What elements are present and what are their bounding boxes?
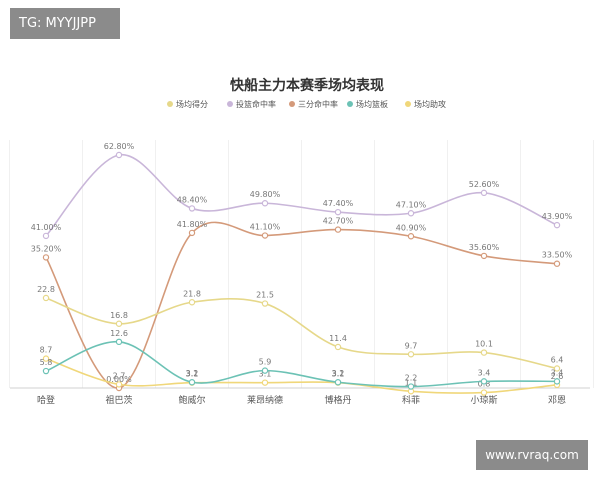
- data-label: 41.10%: [250, 223, 281, 232]
- data-label: 21.5: [256, 291, 274, 300]
- data-point: [42, 367, 50, 375]
- data-point: [480, 389, 488, 396]
- data-label: 2.2: [405, 374, 418, 383]
- data-point: [261, 232, 269, 239]
- data-label: 3.2: [186, 369, 199, 378]
- data-label: 35.60%: [469, 243, 500, 252]
- legend-marker: [227, 101, 233, 107]
- data-point: [188, 379, 196, 386]
- series-line: [45, 297, 558, 370]
- data-label: 43.90%: [542, 212, 573, 221]
- data-label: 35.20%: [31, 244, 62, 253]
- data-point: [334, 379, 342, 386]
- data-point: [334, 343, 342, 351]
- data-label: 41.80%: [177, 220, 208, 229]
- data-point: [261, 379, 269, 386]
- legend-label: 投篮命中率: [236, 99, 276, 109]
- chart-title: 快船主力本赛季场均表现: [230, 77, 384, 94]
- x-tick-label: 哈登: [37, 394, 55, 406]
- data-label: 41.00%: [31, 223, 62, 232]
- data-label: 2.7: [113, 371, 126, 380]
- data-label: 3.1: [259, 370, 272, 379]
- data-point: [188, 299, 196, 306]
- data-label: 3.1: [186, 370, 199, 379]
- data-point: [42, 355, 50, 362]
- data-point: [42, 294, 50, 302]
- data-label: 2.6: [551, 372, 564, 381]
- data-point: [407, 233, 415, 240]
- data-point: [188, 229, 196, 237]
- legend-label: 场均篮板: [356, 99, 388, 109]
- data-point: [480, 252, 488, 260]
- data-point: [480, 349, 488, 356]
- data-label: 16.8: [110, 311, 128, 320]
- data-label: 5.8: [40, 358, 53, 367]
- x-tick-label: 科菲: [402, 394, 420, 406]
- legend-marker: [289, 101, 295, 107]
- data-label: 5.9: [259, 358, 272, 367]
- series-line: [45, 357, 558, 394]
- x-tick-label: 博格丹: [324, 394, 351, 406]
- data-point: [115, 338, 123, 346]
- data-point: [188, 205, 196, 212]
- legend-label: 场均助攻: [414, 99, 446, 109]
- data-label: 49.80%: [250, 190, 281, 199]
- data-label: 22.8: [37, 285, 55, 294]
- data-label: 48.40%: [177, 195, 208, 204]
- data-point: [261, 300, 269, 307]
- data-label: 47.10%: [396, 200, 427, 209]
- data-point: [42, 232, 50, 240]
- data-point: [261, 367, 269, 374]
- data-point: [407, 383, 415, 390]
- data-point: [480, 189, 488, 197]
- data-label: 10.1: [475, 340, 493, 349]
- data-point: [115, 381, 123, 388]
- data-point: [480, 378, 488, 385]
- data-point: [334, 226, 342, 233]
- legend-label: 场均得分: [176, 99, 208, 109]
- data-label: 3.4: [478, 368, 491, 377]
- legend-label: 三分命中率: [298, 99, 338, 109]
- legend-marker: [405, 101, 411, 107]
- data-label: 12.6: [110, 329, 128, 338]
- data-point: [42, 254, 50, 261]
- data-point: [407, 351, 415, 358]
- data-point: [553, 221, 561, 229]
- legend-marker: [167, 101, 173, 107]
- data-label: 1.1: [405, 378, 418, 387]
- data-label: 3.4: [551, 368, 564, 377]
- data-point: [334, 208, 342, 216]
- data-label: 6.4: [551, 355, 564, 364]
- data-label: 47.40%: [323, 199, 354, 208]
- x-tick-label: 鲍威尔: [178, 394, 205, 406]
- watermark: www.rvraq.com: [476, 440, 588, 470]
- data-label: 62.80%: [104, 142, 135, 151]
- data-point: [115, 151, 123, 159]
- data-label: 0.00%: [106, 375, 132, 384]
- x-tick-label: 小琼斯: [470, 394, 497, 406]
- x-tick-label: 莱昂纳德: [247, 394, 283, 406]
- data-label: 8.7: [40, 346, 53, 355]
- data-point: [261, 200, 269, 207]
- data-point: [407, 210, 415, 217]
- data-label: 11.4: [329, 334, 347, 343]
- data-point: [553, 365, 561, 372]
- data-label: 9.7: [405, 341, 418, 350]
- data-point: [115, 320, 123, 327]
- data-point: [553, 260, 561, 267]
- legend-marker: [347, 101, 353, 107]
- data-label: 21.8: [183, 289, 201, 298]
- data-label: 3.2: [332, 369, 345, 378]
- data-label: 52.60%: [469, 180, 500, 189]
- tag-badge: TG: MYYJJPP: [10, 8, 120, 39]
- data-label: 33.50%: [542, 251, 573, 260]
- data-label: 40.90%: [396, 223, 427, 232]
- data-label: 3.1: [332, 370, 345, 379]
- data-point: [553, 378, 561, 385]
- x-tick-label: 祖巴茨: [105, 394, 132, 406]
- data-label: 42.70%: [323, 217, 354, 226]
- x-tick-label: 邓恩: [548, 395, 566, 406]
